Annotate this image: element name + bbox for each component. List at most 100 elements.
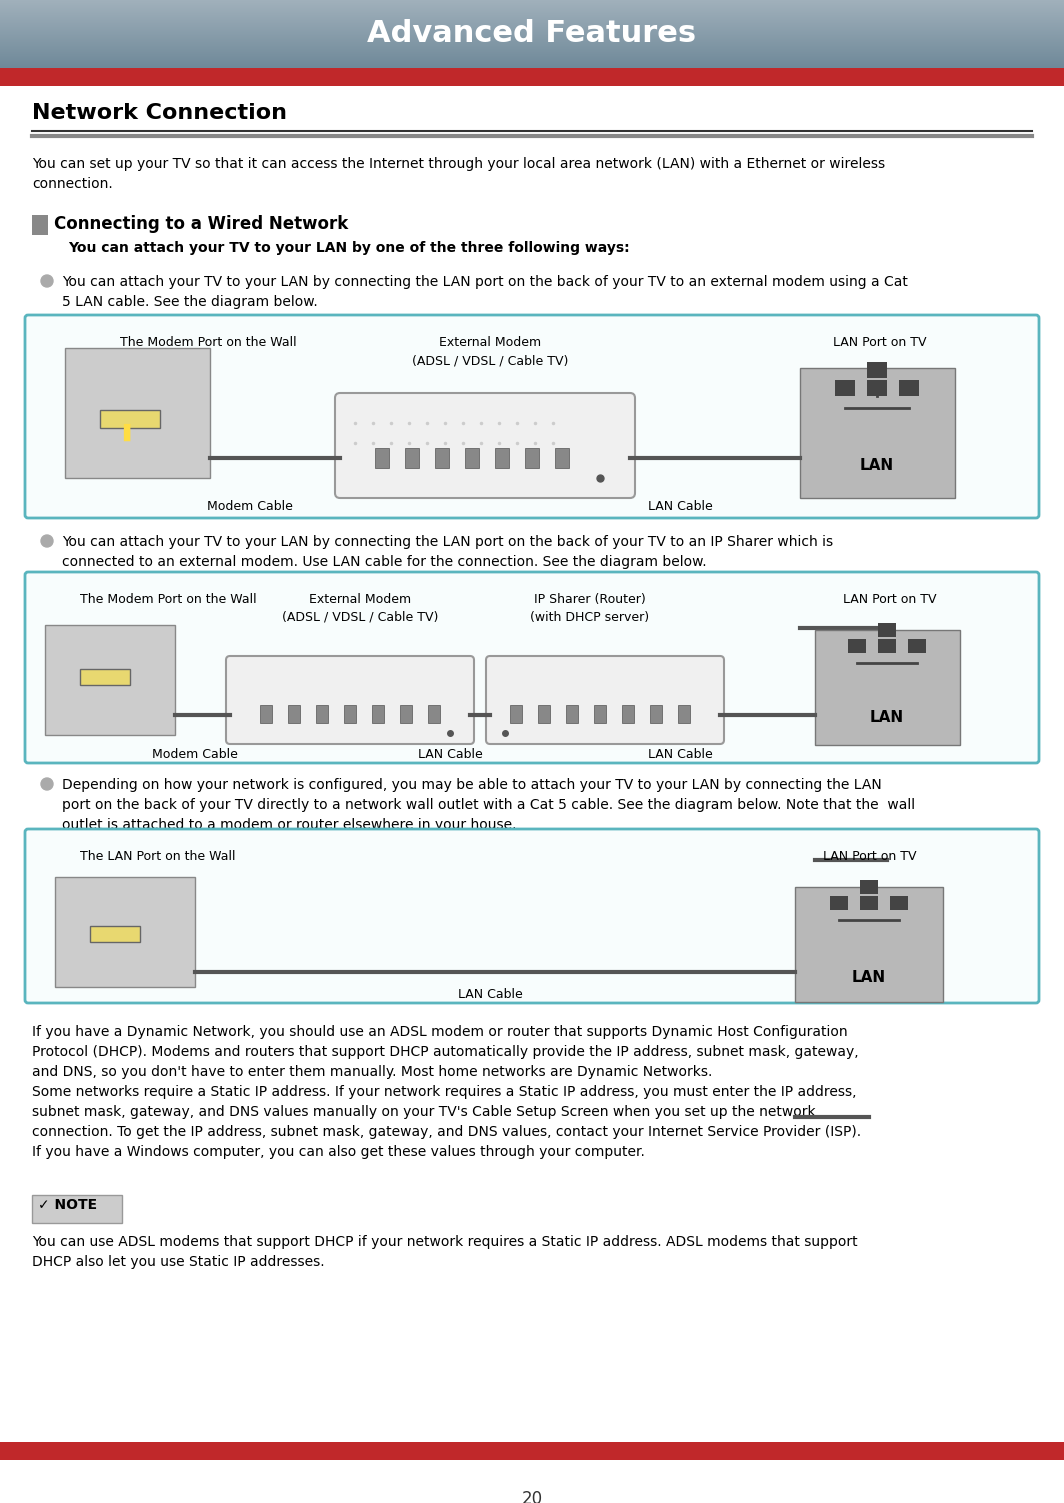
Bar	[435, 448, 449, 467]
Bar	[288, 705, 300, 723]
Text: 5 LAN cable. See the diagram below.: 5 LAN cable. See the diagram below.	[62, 295, 318, 310]
Text: DHCP also let you use Static IP addresses.: DHCP also let you use Static IP addresse…	[32, 1255, 325, 1269]
FancyBboxPatch shape	[335, 392, 635, 497]
Text: You can set up your TV so that it can access the Internet through your local are: You can set up your TV so that it can ac…	[32, 156, 885, 171]
Text: ✓ NOTE: ✓ NOTE	[38, 1198, 97, 1211]
Bar	[878, 639, 896, 652]
Circle shape	[41, 779, 53, 791]
Text: port on the back of your TV directly to a network wall outlet with a Cat 5 cable: port on the back of your TV directly to …	[62, 798, 915, 812]
Bar	[525, 448, 539, 467]
Bar	[800, 368, 955, 497]
Bar	[908, 639, 926, 652]
Text: connection.: connection.	[32, 177, 113, 191]
Text: Modem Cable: Modem Cable	[207, 500, 293, 513]
Text: Protocol (DHCP). Modems and routers that support DHCP automatically provide the : Protocol (DHCP). Modems and routers that…	[32, 1045, 859, 1060]
Bar	[650, 705, 662, 723]
Text: You can attach your TV to your LAN by connecting the LAN port on the back of you: You can attach your TV to your LAN by co…	[62, 275, 908, 289]
Bar	[0, 68, 1064, 86]
Text: ▌: ▌	[123, 422, 136, 440]
Text: You can attach your TV to your LAN by one of the three following ways:: You can attach your TV to your LAN by on…	[68, 240, 630, 256]
FancyBboxPatch shape	[24, 316, 1040, 519]
Bar	[32, 1195, 122, 1223]
Bar	[90, 926, 140, 942]
Text: External Modem: External Modem	[309, 594, 411, 606]
Text: Some networks require a Static IP address. If your network requires a Static IP : Some networks require a Static IP addres…	[32, 1085, 857, 1099]
FancyBboxPatch shape	[226, 655, 473, 744]
Bar	[815, 630, 960, 745]
Text: outlet is attached to a modem or router elsewhere in your house.: outlet is attached to a modem or router …	[62, 818, 516, 833]
Bar	[55, 876, 195, 987]
Text: Advanced Features: Advanced Features	[367, 20, 697, 48]
Text: Connecting to a Wired Network: Connecting to a Wired Network	[54, 215, 348, 233]
Text: (with DHCP server): (with DHCP server)	[531, 612, 649, 624]
Text: and DNS, so you don't have to enter them manually. Most home networks are Dynami: and DNS, so you don't have to enter them…	[32, 1066, 713, 1079]
Text: If you have a Windows computer, you can also get these values through your compu: If you have a Windows computer, you can …	[32, 1145, 645, 1159]
Bar	[100, 410, 160, 428]
Bar	[678, 705, 689, 723]
Bar	[835, 380, 855, 395]
Text: LAN Cable: LAN Cable	[648, 748, 713, 761]
Bar	[594, 705, 606, 723]
Bar	[260, 705, 272, 723]
FancyBboxPatch shape	[486, 655, 724, 744]
Bar	[400, 705, 412, 723]
Text: LAN Cable: LAN Cable	[458, 987, 522, 1001]
Bar	[510, 705, 522, 723]
Text: You can attach your TV to your LAN by connecting the LAN port on the back of you: You can attach your TV to your LAN by co…	[62, 535, 833, 549]
Text: LAN: LAN	[860, 458, 894, 473]
Text: connected to an external modem. Use LAN cable for the connection. See the diagra: connected to an external modem. Use LAN …	[62, 555, 706, 570]
Text: LAN: LAN	[870, 709, 904, 724]
Text: (ADSL / VDSL / Cable TV): (ADSL / VDSL / Cable TV)	[282, 612, 438, 624]
Bar	[65, 349, 210, 478]
Circle shape	[41, 535, 53, 547]
Text: Network Connection: Network Connection	[32, 104, 287, 123]
FancyBboxPatch shape	[24, 573, 1040, 764]
Bar	[878, 624, 896, 637]
Text: (ADSL / VDSL / Cable TV): (ADSL / VDSL / Cable TV)	[412, 355, 568, 367]
Bar	[867, 362, 887, 377]
Bar	[622, 705, 634, 723]
Circle shape	[41, 275, 53, 287]
Bar	[555, 448, 569, 467]
Bar	[372, 705, 384, 723]
Bar	[860, 879, 878, 894]
Bar	[495, 448, 509, 467]
Bar	[860, 896, 878, 909]
Bar	[795, 887, 943, 1003]
Bar	[0, 1441, 1064, 1459]
Text: LAN Cable: LAN Cable	[648, 500, 713, 513]
Bar	[538, 705, 550, 723]
Text: If you have a Dynamic Network, you should use an ADSL modem or router that suppo: If you have a Dynamic Network, you shoul…	[32, 1025, 848, 1039]
Text: The Modem Port on the Wall: The Modem Port on the Wall	[120, 337, 297, 349]
Text: The LAN Port on the Wall: The LAN Port on the Wall	[80, 851, 235, 863]
Bar	[465, 448, 479, 467]
Bar	[428, 705, 440, 723]
Bar	[848, 639, 866, 652]
Text: The Modem Port on the Wall: The Modem Port on the Wall	[80, 594, 256, 606]
FancyBboxPatch shape	[24, 830, 1040, 1003]
Bar	[867, 380, 887, 395]
Text: IP Sharer (Router): IP Sharer (Router)	[534, 594, 646, 606]
Text: LAN Port on TV: LAN Port on TV	[824, 851, 917, 863]
Bar	[80, 669, 130, 685]
Text: LAN Port on TV: LAN Port on TV	[844, 594, 936, 606]
Bar	[32, 215, 48, 234]
Bar	[830, 896, 848, 909]
Text: Depending on how your network is configured, you may be able to attach your TV t: Depending on how your network is configu…	[62, 779, 882, 792]
Bar	[405, 448, 419, 467]
Text: You can use ADSL modems that support DHCP if your network requires a Static IP a: You can use ADSL modems that support DHC…	[32, 1235, 858, 1249]
Text: Modem Cable: Modem Cable	[152, 748, 238, 761]
Bar	[316, 705, 328, 723]
Bar	[899, 380, 919, 395]
Bar	[566, 705, 578, 723]
Text: LAN: LAN	[852, 969, 886, 984]
Bar	[890, 896, 908, 909]
Text: connection. To get the IP address, subnet mask, gateway, and DNS values, contact: connection. To get the IP address, subne…	[32, 1126, 861, 1139]
Text: subnet mask, gateway, and DNS values manually on your TV's Cable Setup Screen wh: subnet mask, gateway, and DNS values man…	[32, 1105, 816, 1120]
Bar	[344, 705, 356, 723]
Text: LAN Cable: LAN Cable	[418, 748, 482, 761]
Text: 20: 20	[521, 1489, 543, 1503]
Text: LAN Port on TV: LAN Port on TV	[833, 337, 927, 349]
Bar	[375, 448, 389, 467]
Bar	[45, 625, 174, 735]
